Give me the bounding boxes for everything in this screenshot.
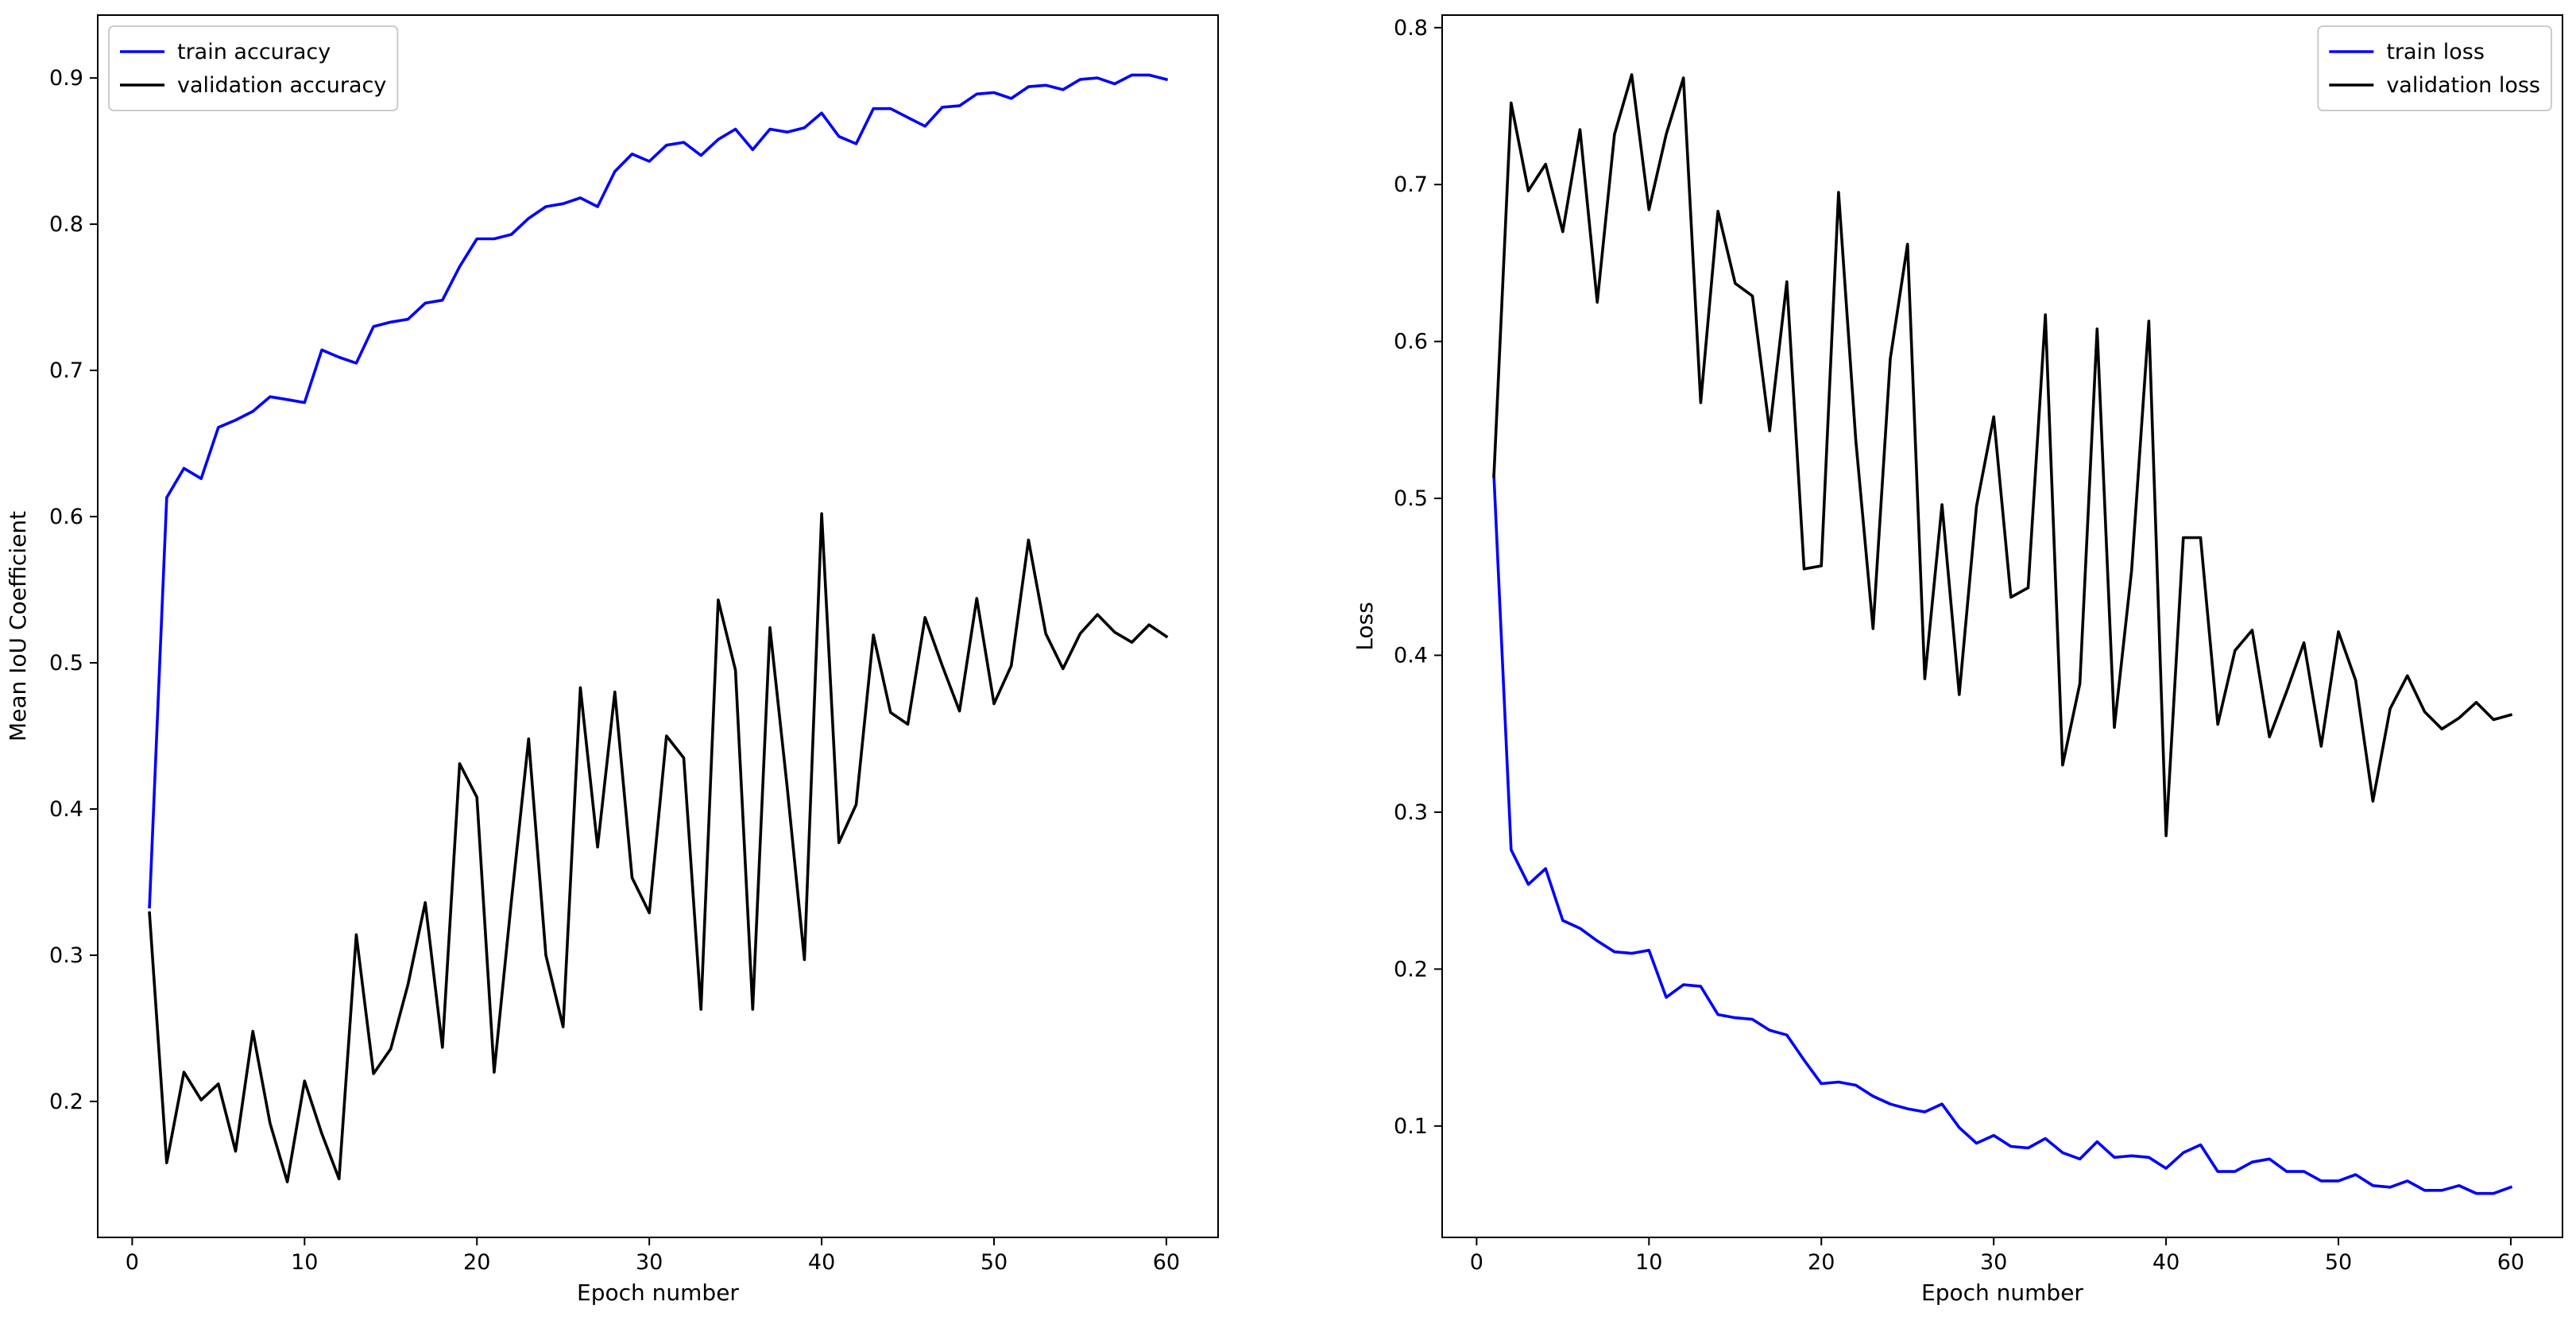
x-tick-label: 0 (1470, 1250, 1483, 1275)
legend-item: train accuracy (120, 40, 331, 64)
x-tick-label: 20 (1808, 1250, 1835, 1275)
legend: train loss validation loss (2317, 25, 2552, 111)
y-tick-label: 0.9 (49, 66, 83, 91)
x-tick-label: 30 (1980, 1250, 2007, 1275)
legend-label: train accuracy (177, 40, 331, 64)
series-line-train-accuracy (148, 73, 1169, 909)
x-axis-label: Epoch number (1921, 1280, 2083, 1306)
y-tick-label: 0.4 (49, 797, 83, 822)
y-tick-label: 0.2 (1394, 957, 1428, 981)
x-tick-label: 10 (1635, 1250, 1662, 1275)
x-tick-label: 10 (291, 1250, 318, 1275)
legend-item: train loss (2329, 40, 2485, 64)
axes-frame (97, 14, 1219, 1238)
y-tick-label: 0.6 (1394, 330, 1428, 354)
chart-panel-2: 0 10 20 30 40 50 60 0.1 0.2 0.3 0.4 0.5 0.6 0.7 0.8 Epo… (1352, 14, 2563, 1306)
y-tick-label: 0.3 (1394, 800, 1428, 825)
y-tick-label: 0.5 (1394, 486, 1428, 511)
y-tick-label: 0.4 (1394, 644, 1428, 668)
series-line-validation-accuracy (148, 512, 1169, 1183)
x-tick-label: 40 (808, 1250, 835, 1275)
y-tick-label: 0.2 (49, 1090, 83, 1114)
y-tick-label: 0.8 (1394, 16, 1428, 41)
x-axis-label: Epoch number (577, 1280, 739, 1306)
legend-box (108, 25, 399, 111)
series-line-train-loss (1492, 473, 2513, 1195)
x-tick-label: 0 (126, 1250, 139, 1275)
y-tick-label: 0.7 (1394, 172, 1428, 197)
x-tick-label: 40 (2152, 1250, 2180, 1275)
legend-label: validation loss (2386, 73, 2540, 98)
y-tick-label: 0.8 (49, 212, 83, 237)
x-tick-label: 60 (1153, 1250, 1180, 1275)
x-tick-label: 30 (636, 1250, 663, 1275)
legend-item: validation loss (2329, 73, 2540, 98)
legend-label: validation accuracy (177, 73, 386, 98)
y-axis-label: Mean IoU Coefficient (5, 511, 31, 741)
x-tick-label: 20 (463, 1250, 490, 1275)
y-tick-label: 0.3 (49, 943, 83, 968)
charts-group: 0 10 20 30 40 50 60 0.2 0.3 0.4 0.5 0.6 0.7 0.8 0.9 Epo… (5, 14, 2563, 1306)
x-tick-label: 60 (2497, 1250, 2524, 1275)
chart-panel-1: 0 10 20 30 40 50 60 0.2 0.3 0.4 0.5 0.6 0.7 0.8 0.9 Epo… (5, 14, 1219, 1306)
legend-label: train loss (2386, 40, 2485, 64)
y-tick-label: 0.7 (49, 358, 83, 383)
y-tick-label: 0.5 (49, 651, 83, 676)
y-tick-label: 0.6 (49, 505, 83, 529)
axes-frame (1441, 14, 2563, 1238)
legend-box (2317, 25, 2552, 111)
x-tick-label: 50 (981, 1250, 1008, 1275)
series-line-validation-loss (1492, 73, 2513, 838)
y-axis-label: Loss (1352, 602, 1378, 650)
y-tick-label: 0.1 (1394, 1114, 1428, 1139)
legend-item: validation accuracy (120, 73, 386, 98)
x-tick-label: 50 (2325, 1250, 2352, 1275)
legend: train accuracy validation accuracy (108, 25, 399, 111)
